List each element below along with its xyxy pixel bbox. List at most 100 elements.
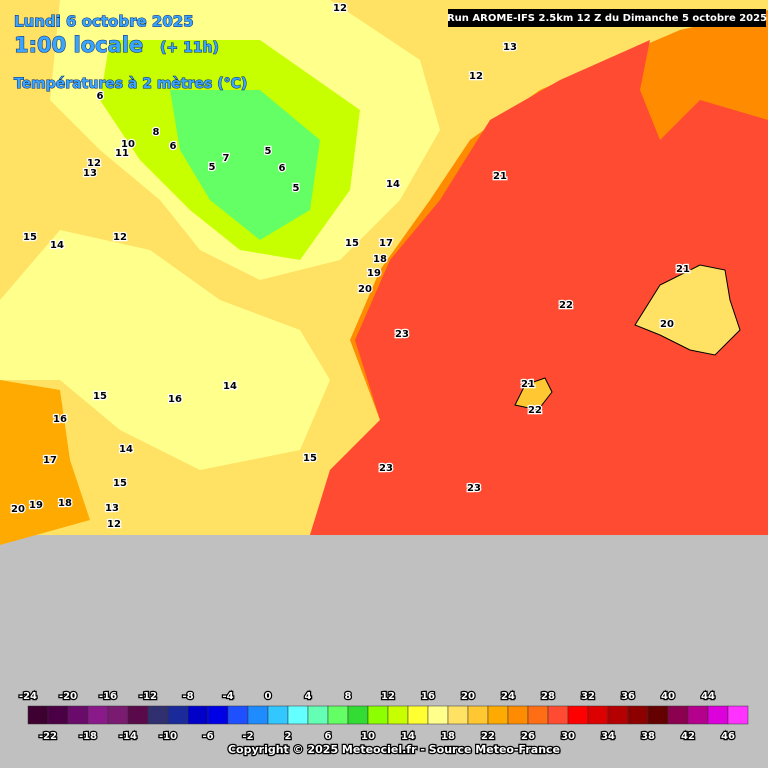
colorbar-label: -24: [19, 691, 37, 702]
colorbar-swatch: [427, 705, 449, 725]
colorbar-label: 12: [381, 691, 395, 702]
contour-label: 5: [209, 162, 216, 173]
contour-label: 18: [58, 498, 72, 509]
colorbar-swatch: [407, 705, 429, 725]
contour-label: 15: [345, 238, 359, 249]
colorbar-label: -16: [99, 691, 117, 702]
colorbar-swatch: [167, 705, 189, 725]
colorbar-swatch: [667, 705, 689, 725]
run-label: Run AROME-IFS 2.5km 12 Z du Dimanche 5 o…: [447, 13, 767, 24]
contour-label: 14: [50, 240, 64, 251]
island-mallorca: [634, 264, 741, 356]
contour-label: 7: [223, 153, 230, 164]
contour-label: 12: [113, 232, 127, 243]
contour-label: 23: [379, 463, 393, 474]
land-cold: [170, 90, 320, 240]
contour-label: 17: [379, 238, 393, 249]
colorbar-label: 10: [361, 731, 375, 742]
colorbar-label: 2: [285, 731, 292, 742]
colorbar-swatch: [527, 705, 549, 725]
contour-label: 20: [358, 284, 372, 295]
contour-label: 12: [469, 71, 483, 82]
colorbar-swatch: [687, 705, 709, 725]
island-ibiza: [514, 377, 553, 411]
contour-label: 15: [23, 232, 37, 243]
contour-label: 14: [119, 444, 133, 455]
colorbar-label: 42: [681, 731, 695, 742]
colorbar-label: 46: [721, 731, 735, 742]
date: Lundi 6 octobre 2025: [14, 13, 194, 31]
colorbar-swatch: [267, 705, 289, 725]
copyright: Copyright © 2025 Meteociel.fr - Source M…: [228, 743, 560, 756]
contour-label: 21: [493, 171, 507, 182]
colorbar-label: 28: [541, 691, 555, 702]
contour-label: 6: [279, 163, 286, 174]
contour-label: 13: [83, 168, 97, 179]
contour-label: 20: [11, 504, 25, 515]
contour-label: 16: [53, 414, 67, 425]
contour-label: 5: [293, 183, 300, 194]
contour-label: 12: [87, 158, 101, 169]
contour-label: 13: [105, 503, 119, 514]
colorbar-swatch: [727, 705, 749, 725]
colorbar-swatch: [587, 705, 609, 725]
colorbar-label: 24: [501, 691, 515, 702]
colorbar-swatch: [67, 705, 89, 725]
colorbar-swatch: [107, 705, 129, 725]
colorbar-label: 22: [481, 731, 495, 742]
contour-label: 22: [559, 300, 573, 311]
colorbar-swatch: [507, 705, 529, 725]
run-bar: [448, 9, 766, 27]
contour-label: 23: [395, 329, 409, 340]
colorbar-label: 26: [521, 731, 535, 742]
colorbar-swatch: [347, 705, 369, 725]
contour-label: 15: [93, 391, 107, 402]
contour-label: 20: [660, 319, 674, 330]
colorbar-swatch: [27, 705, 49, 725]
colorbar-label: -4: [222, 691, 233, 702]
colorbar-label: 38: [641, 731, 655, 742]
colorbar-swatch: [387, 705, 409, 725]
colorbar-swatch: [707, 705, 729, 725]
colorbar-label: 0: [265, 691, 272, 702]
colorbar-swatch: [147, 705, 169, 725]
contour-label: 8: [153, 127, 160, 138]
contour-label: 19: [29, 500, 43, 511]
colorbar-swatch: [127, 705, 149, 725]
colorbar-label: 6: [325, 731, 332, 742]
colorbar-label: 8: [345, 691, 352, 702]
colorbar-swatch: [47, 705, 69, 725]
land-warm: [0, 380, 90, 545]
colorbar-label: -20: [59, 691, 77, 702]
colorbar-swatch: [187, 705, 209, 725]
colorbar-swatch: [567, 705, 589, 725]
colorbar-swatch: [607, 705, 629, 725]
colorbar-label: 34: [601, 731, 615, 742]
colorbar-swatch: [547, 705, 569, 725]
colorbar-label: 14: [401, 731, 415, 742]
contour-label: 16: [168, 394, 182, 405]
colorbar-swatch: [627, 705, 649, 725]
colorbar-label: -2: [242, 731, 253, 742]
colorbar-swatch: [207, 705, 229, 725]
colorbar-swatch: [327, 705, 349, 725]
colorbar-swatch: [87, 705, 109, 725]
sea-hot: [310, 40, 768, 535]
colorbar-swatch: [307, 705, 329, 725]
contour-label: 14: [386, 179, 400, 190]
colorbar-label: -22: [39, 731, 57, 742]
colorbar-label: 36: [621, 691, 635, 702]
colorbar-label: -18: [79, 731, 97, 742]
contour-label: 14: [223, 381, 237, 392]
colorbar-swatch: [467, 705, 489, 725]
contour-label: 21: [521, 379, 535, 390]
offset: (+ 11h): [160, 40, 219, 56]
colorbar-label: 18: [441, 731, 455, 742]
colorbar-label: -6: [202, 731, 213, 742]
contour-label: 13: [503, 42, 517, 53]
contour-label: 6: [97, 91, 104, 102]
contour-label: 19: [367, 268, 381, 279]
contour-label: 18: [373, 254, 387, 265]
colorbar-swatch: [367, 705, 389, 725]
